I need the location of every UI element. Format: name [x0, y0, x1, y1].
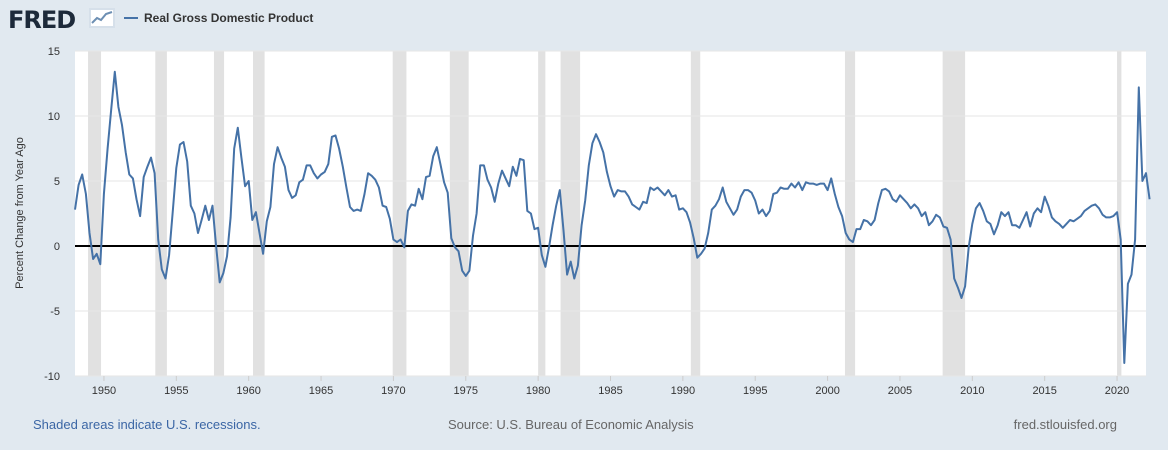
x-tick-label: 2005 — [888, 385, 912, 397]
line-chart-icon — [89, 8, 115, 28]
y-tick-label: 15 — [48, 46, 60, 58]
recession-band — [449, 51, 469, 376]
recession-band — [1117, 51, 1122, 376]
recession-band — [392, 51, 407, 376]
x-tick-label: 1995 — [743, 385, 767, 397]
recession-band — [690, 51, 701, 376]
recession-note-link[interactable]: Shaded areas indicate U.S. recessions. — [33, 417, 261, 432]
series-line[interactable] — [74, 70, 1151, 364]
x-tick-label: 1950 — [92, 385, 116, 397]
x-tick-label: 1965 — [309, 385, 333, 397]
series-group — [74, 70, 1151, 364]
x-tick-label: 2000 — [815, 385, 839, 397]
x-tick-label: 1955 — [164, 385, 188, 397]
x-tick-label: 1980 — [526, 385, 550, 397]
fred-url[interactable]: fred.stlouisfed.org — [1013, 417, 1117, 432]
x-tick-label: 2010 — [960, 385, 984, 397]
chart-legend[interactable]: Real Gross Domestic Product — [124, 11, 313, 25]
x-tick-label: 2020 — [1105, 385, 1129, 397]
y-axis-ticks: 15 10 5 0 -5 -10 — [44, 46, 60, 383]
recession-band — [560, 51, 581, 376]
plot-area — [75, 51, 1146, 376]
line-chart: 15 10 5 0 -5 -10 1950 1955 1960 1965 1970 1975 1980… — [14, 46, 1151, 397]
x-tick-label: 1985 — [598, 385, 622, 397]
y-tick-label: -5 — [50, 306, 60, 318]
recession-band — [844, 51, 856, 376]
recession-band — [155, 51, 167, 376]
x-tick-label: 1975 — [454, 385, 478, 397]
recession-band — [253, 51, 265, 376]
y-axis-label: Percent Change from Year Ago — [14, 137, 26, 289]
x-tick-label: 1990 — [671, 385, 695, 397]
grid-lines — [75, 50, 1146, 377]
x-tick-label: 1960 — [236, 385, 260, 397]
y-tick-label: 0 — [54, 241, 60, 253]
recession-band — [213, 51, 225, 376]
recession-band — [538, 51, 546, 376]
x-axis-ticks: 1950 1955 1960 1965 1970 1975 1980 1985 1990 1995… — [92, 376, 1129, 397]
x-tick-label: 2015 — [1032, 385, 1056, 397]
chart-header: FRED Real Gross Domestic Product — [0, 0, 1168, 40]
legend-label: Real Gross Domestic Product — [144, 11, 314, 25]
source-note: Source: U.S. Bureau of Economic Analysis — [448, 417, 694, 432]
recession-band — [88, 51, 102, 376]
y-tick-label: -10 — [44, 371, 60, 383]
y-tick-label: 5 — [54, 176, 60, 188]
legend-swatch — [124, 17, 138, 19]
x-tick-label: 1970 — [381, 385, 405, 397]
recession-band — [942, 51, 966, 376]
fred-logo[interactable]: FRED — [8, 6, 76, 34]
y-tick-label: 10 — [48, 111, 60, 123]
chart-footer: Shaded areas indicate U.S. recessions. S… — [0, 414, 1168, 438]
